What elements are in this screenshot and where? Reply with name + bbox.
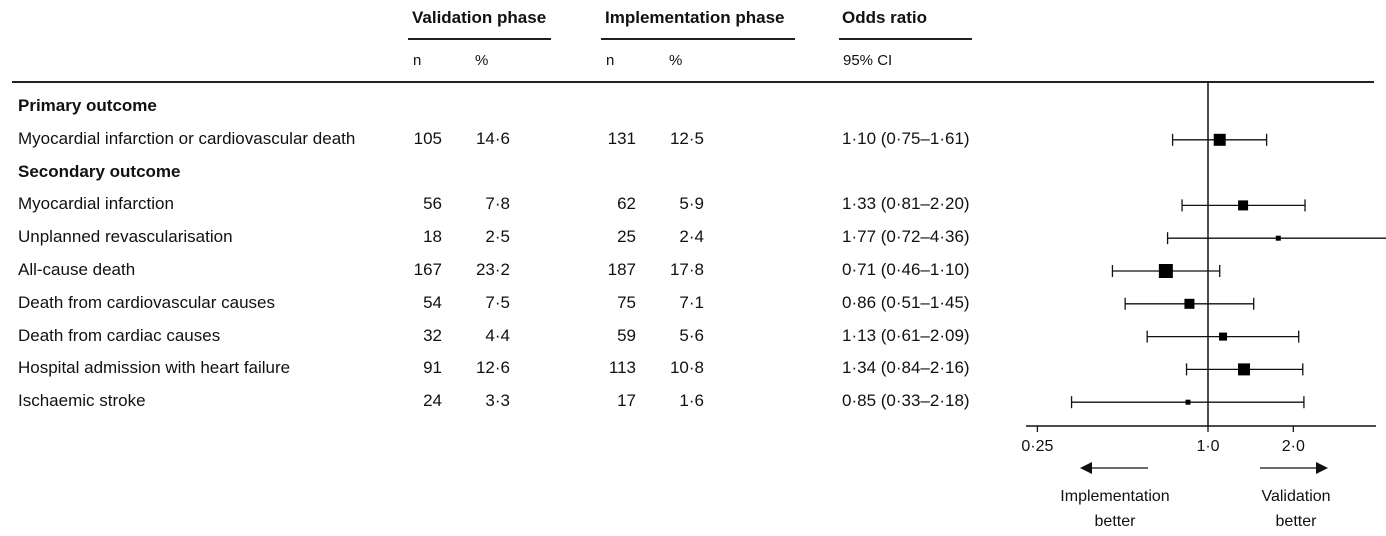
row-label: Death from cardiac causes	[18, 325, 221, 345]
right-annotation: Validation	[1261, 488, 1330, 505]
validation-n: 18	[423, 227, 442, 247]
ci-text: 1·13 (0·61–2·09)	[842, 325, 970, 345]
subheader-implementation-n: n	[606, 52, 615, 69]
ci-text: 0·71 (0·46–1·10)	[842, 260, 970, 279]
left-annotation: Implementation	[1060, 488, 1169, 505]
x-tick-label: 2·0	[1282, 438, 1305, 455]
left-annotation: better	[1095, 513, 1137, 530]
row-label: Unplanned revascularisation	[18, 227, 233, 247]
implementation-n: 187	[607, 260, 636, 279]
implementation-pct: 1·6	[679, 391, 704, 411]
implementation-n: 17	[617, 391, 636, 411]
validation-pct: 7·5	[485, 292, 510, 312]
x-tick-label: 0·25	[1021, 438, 1053, 455]
validation-n: 54	[423, 292, 442, 312]
validation-pct: 2·5	[485, 227, 510, 247]
validation-n: 105	[413, 128, 442, 148]
forest-plot: 0·251·02·05·0ImplementationbetterValidat…	[1021, 81, 1386, 530]
ci-text: 1·77 (0·72–4·36)	[842, 227, 970, 247]
implementation-n: 131	[607, 128, 636, 148]
group-label: Secondary outcome	[18, 161, 181, 181]
row-label: Myocardial infarction	[18, 194, 174, 214]
forest-row	[1185, 363, 1304, 376]
validation-pct: 12·6	[475, 358, 510, 378]
implementation-pct: 12·5	[669, 128, 704, 148]
implementation-pct: 5·9	[679, 194, 704, 214]
implementation-n: 59	[617, 325, 636, 345]
implementation-pct: 2·4	[679, 227, 704, 247]
validation-pct: 3·3	[485, 391, 510, 411]
implementation-n: 113	[608, 358, 636, 378]
header-validation-phase: Validation phase	[412, 8, 547, 27]
forest-row	[1070, 396, 1305, 409]
implementation-pct: 7·1	[679, 292, 704, 312]
ci-text: 0·86 (0·51–1·45)	[842, 292, 970, 312]
implementation-pct: 5·6	[679, 325, 704, 345]
implementation-pct: 10·8	[669, 358, 704, 378]
forest-row	[1166, 232, 1386, 245]
forest-row	[1111, 264, 1221, 278]
point-estimate	[1219, 332, 1228, 341]
validation-pct: 4·4	[485, 325, 510, 345]
row-label: All-cause death	[18, 260, 136, 279]
header-implementation-phase: Implementation phase	[605, 8, 785, 27]
row-label: Hospital admission with heart failure	[18, 358, 291, 378]
point-estimate	[1275, 235, 1281, 241]
point-estimate	[1238, 363, 1251, 376]
forest-row	[1124, 297, 1255, 310]
implementation-n: 62	[617, 194, 636, 214]
validation-n: 167	[413, 260, 442, 279]
ci-text: 1·10 (0·75–1·61)	[842, 128, 970, 148]
subheader-validation-n: n	[413, 52, 422, 69]
validation-pct: 7·8	[485, 194, 510, 214]
ci-text: 0·85 (0·33–2·18)	[842, 391, 970, 411]
implementation-pct: 17·8	[669, 260, 704, 279]
x-tick-label: 1·0	[1196, 438, 1219, 455]
forest-row	[1146, 330, 1300, 343]
point-estimate	[1184, 298, 1195, 309]
rule-implementation	[601, 38, 795, 40]
implementation-n: 25	[617, 227, 636, 247]
rule-validation	[408, 38, 551, 40]
subheader-implementation-pct: %	[669, 52, 683, 69]
validation-pct: 23·2	[475, 260, 510, 279]
forest-row	[1171, 133, 1268, 146]
row-label: Ischaemic stroke	[18, 391, 146, 411]
validation-n: 24	[423, 391, 442, 411]
validation-n: 56	[423, 194, 442, 214]
rule-odds-ratio	[839, 38, 972, 40]
ci-text: 1·33 (0·81–2·20)	[842, 194, 970, 214]
header-odds-ratio: Odds ratio	[842, 8, 928, 27]
right-annotation: better	[1276, 513, 1318, 530]
table-top-rule	[12, 81, 1374, 83]
validation-n: 32	[423, 325, 442, 345]
validation-pct: 14·6	[475, 128, 510, 148]
row-label: Myocardial infarction or cardiovascular …	[18, 128, 356, 148]
subheader-validation-pct: %	[475, 52, 489, 69]
point-estimate	[1185, 399, 1191, 405]
forest-row	[1181, 199, 1306, 212]
row-label: Death from cardiovascular causes	[18, 292, 276, 312]
point-estimate	[1158, 264, 1173, 278]
subheader-ci: 95% CI	[843, 52, 893, 69]
arrow-left-head	[1080, 462, 1092, 474]
point-estimate	[1213, 133, 1226, 146]
ci-text: 1·34 (0·84–2·16)	[842, 358, 970, 378]
point-estimate	[1238, 200, 1249, 211]
arrow-right-head	[1316, 462, 1328, 474]
group-label: Primary outcome	[18, 96, 157, 115]
validation-n: 91	[423, 358, 442, 378]
implementation-n: 75	[617, 292, 636, 312]
